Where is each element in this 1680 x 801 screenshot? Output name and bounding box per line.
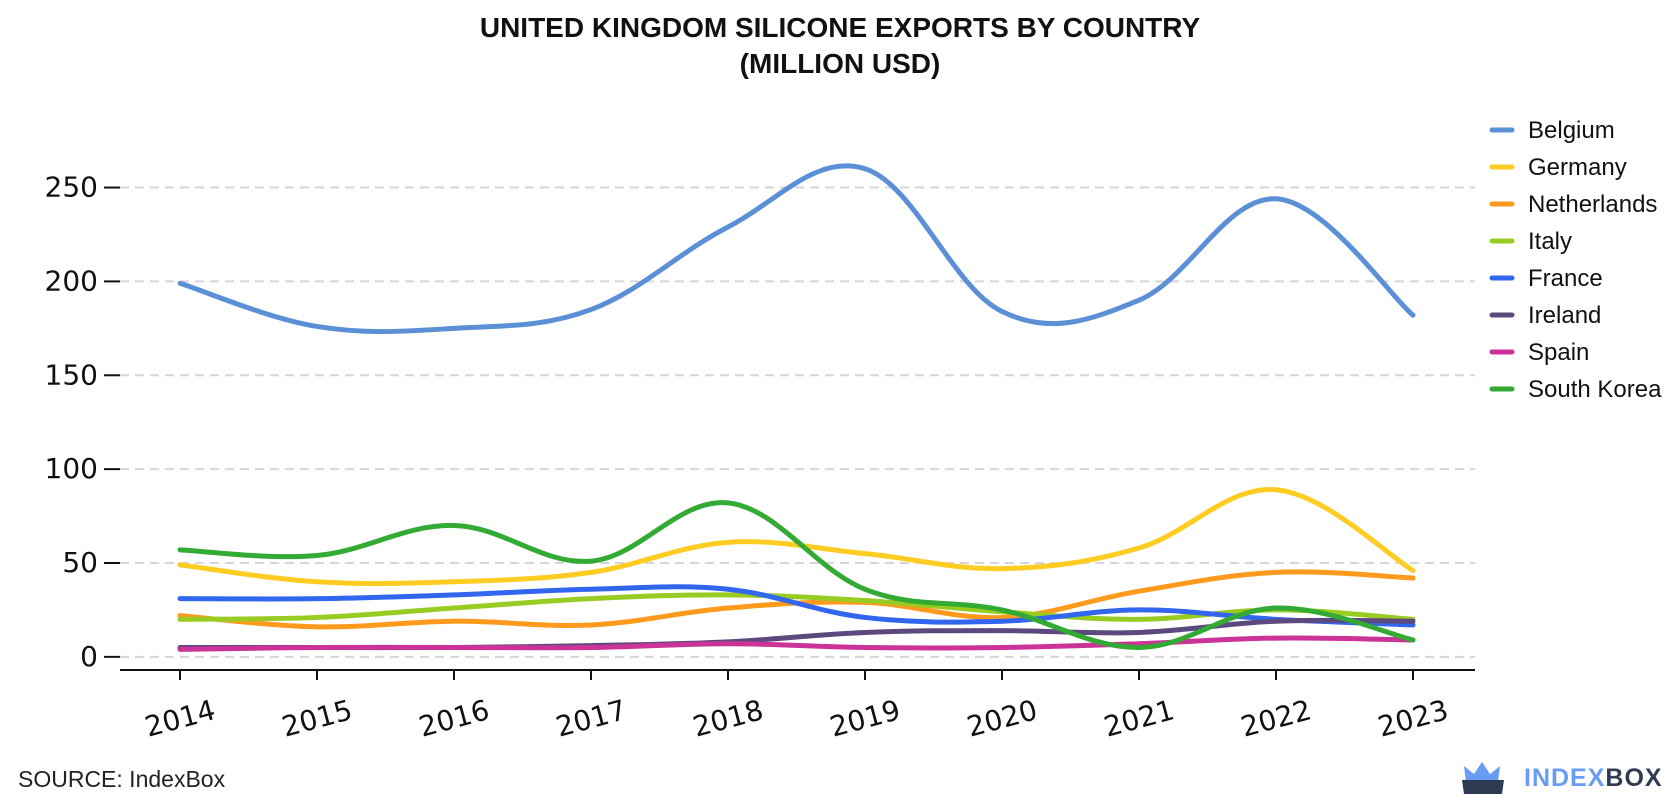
series-line-belgium — [177, 163, 1416, 335]
legend-label: South Korea — [1528, 376, 1662, 403]
x-tick-label: 2014 — [141, 693, 218, 743]
chart-title-line-2: (MILLION USD) — [739, 48, 941, 79]
x-tick-label: 2022 — [1237, 693, 1314, 743]
x-tick-label: 2021 — [1100, 693, 1177, 743]
y-tick-label: 150 — [45, 358, 98, 391]
brand-logo: INDEXBOX — [1458, 756, 1668, 796]
legend-item-italy: Italy — [1489, 228, 1572, 255]
source-note: SOURCE: IndexBox — [18, 766, 226, 792]
legend-item-france: France — [1489, 265, 1603, 292]
brand-wordmark: INDEXBOX — [1524, 764, 1663, 793]
y-tick-label: 100 — [45, 452, 98, 485]
chart-title-line-1: UNITED KINGDOM SILICONE EXPORTS BY COUNT… — [479, 12, 1201, 43]
legend-label: Germany — [1528, 154, 1627, 181]
series-lines — [177, 163, 1416, 652]
chart-title: UNITED KINGDOM SILICONE EXPORTS BY COUNT… — [0, 10, 1680, 82]
brand-word-box: BOX — [1605, 764, 1663, 792]
series-line-spain — [177, 635, 1416, 652]
x-tick-label: 2020 — [963, 693, 1040, 743]
legend-item-spain: Spain — [1489, 339, 1589, 366]
series-line-south-korea — [177, 500, 1416, 650]
legend-item-belgium: Belgium — [1489, 117, 1615, 144]
x-tick-label: 2017 — [552, 693, 629, 743]
legend-item-south-korea: South Korea — [1489, 376, 1662, 403]
legend: Belgium Germany Netherlands Italy France Irel… — [1489, 117, 1662, 403]
crown-box-logo-icon — [1462, 762, 1504, 794]
y-tick-label: 250 — [45, 171, 98, 204]
x-tick-label: 2016 — [415, 693, 492, 743]
legend-label: Belgium — [1528, 117, 1615, 144]
legend-item-ireland: Ireland — [1489, 302, 1601, 329]
brand-word-index: INDEX — [1524, 764, 1606, 792]
legend-label: Spain — [1528, 339, 1589, 366]
x-tick-label: 2019 — [826, 693, 903, 743]
legend-item-germany: Germany — [1489, 154, 1627, 181]
x-tick-label: 2023 — [1374, 693, 1451, 743]
x-tick-label: 2018 — [689, 693, 766, 743]
grid-lines — [120, 186, 1475, 658]
x-tick-label: 2015 — [278, 693, 355, 743]
y-tick-label: 200 — [45, 264, 98, 297]
series-line-germany — [177, 487, 1416, 587]
legend-item-netherlands: Netherlands — [1489, 191, 1657, 218]
y-tick-label: 50 — [62, 546, 98, 579]
series-line-france — [177, 584, 1416, 628]
legend-label: Ireland — [1528, 302, 1601, 329]
legend-label: Italy — [1528, 228, 1572, 255]
legend-label: Netherlands — [1528, 191, 1657, 218]
legend-label: France — [1528, 265, 1603, 292]
y-tick-label: 0 — [80, 640, 98, 673]
